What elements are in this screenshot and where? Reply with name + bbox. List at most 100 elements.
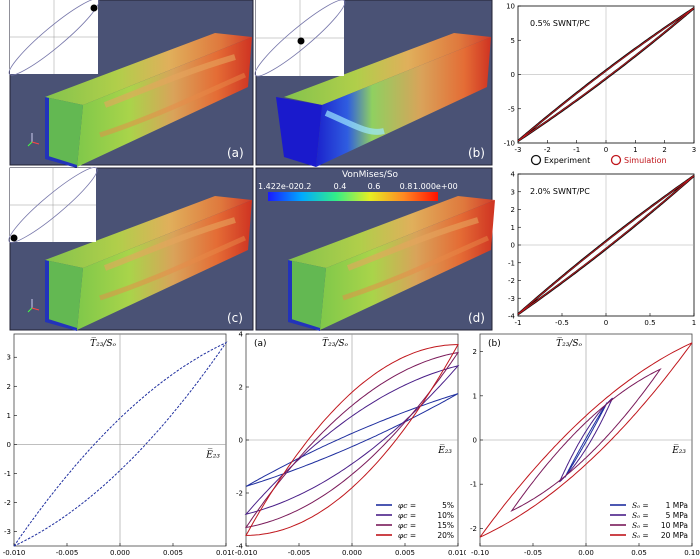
x-axis-label: E̅₂₃ bbox=[205, 449, 220, 461]
colorbar: VonMises/So 1.422e-02 0.2 0.4 0.6 0.8 1.… bbox=[258, 170, 458, 201]
loop-inset-a bbox=[8, 0, 100, 76]
x-tick-label: -1 bbox=[515, 319, 522, 327]
y-axis-label: T̅₂₃/Sₒ bbox=[90, 337, 116, 349]
fem-panel-c: (c) bbox=[8, 167, 253, 331]
legend-marker-simulation bbox=[610, 154, 622, 166]
x-tick-label: 0.005 bbox=[163, 549, 183, 557]
state-marker bbox=[90, 4, 98, 12]
series-line bbox=[244, 364, 460, 516]
x-tick-label: -0.005 bbox=[56, 549, 79, 557]
x-axis-label: E̅₂₃ bbox=[437, 444, 452, 456]
y-tick-label: 1 bbox=[7, 412, 11, 420]
chart-title: 0.5% SWNT/PC bbox=[530, 19, 590, 28]
y-tick-label: 1 bbox=[511, 224, 515, 232]
y-tick-label: -4 bbox=[508, 313, 516, 321]
legend-var: Sₒ = bbox=[632, 511, 649, 520]
y-tick-label: 5 bbox=[511, 37, 515, 45]
x-tick-label: 0.05 bbox=[631, 549, 647, 557]
x-tick-label: -0.05 bbox=[524, 549, 542, 557]
y-tick-label: 4 bbox=[511, 171, 516, 179]
colorbar-tick: 1.422e-02 bbox=[258, 182, 299, 191]
x-tick-label: 1 bbox=[633, 146, 637, 154]
x-tick-label: -0.5 bbox=[555, 319, 569, 327]
legend-value: 5% bbox=[442, 501, 454, 510]
y-axis-label: T̅₂₃/Sₒ bbox=[556, 337, 582, 349]
y-tick-label: 4 bbox=[239, 331, 244, 339]
legend-var: φc = bbox=[398, 511, 416, 520]
y-tick-label: 2 bbox=[473, 348, 477, 356]
loop-inset-c bbox=[8, 167, 98, 243]
state-marker bbox=[10, 234, 18, 242]
chart-title: 2.0% SWNT/PC bbox=[530, 187, 590, 196]
series-line-simulation bbox=[517, 7, 695, 142]
y-tick-label: -1 bbox=[470, 481, 477, 489]
fem-panel-b: (b) bbox=[254, 0, 492, 167]
x-tick-label: 0 bbox=[604, 319, 608, 327]
series-line bbox=[245, 344, 459, 536]
colorbar-tick: 1.000e+00 bbox=[413, 182, 458, 191]
series-line bbox=[13, 341, 228, 547]
y-axis-label: T̅₂₃/Sₒ bbox=[322, 337, 348, 349]
x-tick-label: 2 bbox=[662, 146, 666, 154]
y-tick-label: 3 bbox=[511, 188, 515, 196]
x-tick-label: 0.010 bbox=[448, 549, 466, 557]
x-tick-label: 0 bbox=[604, 146, 608, 154]
chart-hysteresis-phi: -0.010 -0.005 0.000 0.005 0.010 4 2 0 -2 -4 T̅₂₃/S… bbox=[235, 331, 466, 558]
x-tick-label: 0.010 bbox=[216, 549, 234, 557]
x-tick-label: -0.010 bbox=[3, 549, 26, 557]
series-line bbox=[510, 368, 662, 512]
y-tick-label: 0 bbox=[511, 71, 515, 79]
series-line bbox=[559, 397, 613, 483]
x-tick-label: 0.000 bbox=[110, 549, 130, 557]
y-tick-label: 0 bbox=[511, 242, 515, 250]
series-line bbox=[479, 342, 693, 538]
x-tick-label: -1 bbox=[573, 146, 580, 154]
legend-var: φc = bbox=[398, 521, 416, 530]
x-tick-label: -2 bbox=[544, 146, 551, 154]
y-tick-label: 2 bbox=[239, 384, 243, 392]
y-tick-label: 2 bbox=[511, 206, 515, 214]
legend-var: φc = bbox=[398, 531, 416, 540]
legend-marker-experiment bbox=[530, 154, 542, 166]
y-tick-label: -1 bbox=[4, 470, 11, 478]
legend-label: Simulation bbox=[624, 156, 667, 165]
y-tick-label: -2 bbox=[4, 499, 11, 507]
y-tick-label: -3 bbox=[508, 295, 515, 303]
y-tick-label: 0 bbox=[473, 437, 477, 445]
chart-hysteresis-so: -0.10 -0.05 0.00 0.05 0.10 2 1 0 -1 -2 T̅₂₃/Sₒ E̅₂₃… bbox=[470, 333, 700, 557]
state-marker bbox=[297, 37, 305, 45]
panel-label: (b) bbox=[468, 146, 485, 160]
legend-value: 1 MPa bbox=[666, 501, 688, 510]
legend-value: 15% bbox=[437, 521, 454, 530]
legend-label: Experiment bbox=[544, 156, 590, 165]
y-tick-label: -2 bbox=[470, 525, 477, 533]
legend-var: Sₒ = bbox=[632, 501, 649, 510]
x-tick-label: 1 bbox=[692, 319, 696, 327]
x-tick-label: -0.010 bbox=[235, 549, 258, 557]
x-tick-label: 0.5 bbox=[644, 319, 655, 327]
panel-label: (a) bbox=[254, 339, 267, 349]
series-line-simulation bbox=[517, 175, 695, 315]
legend-var: φc = bbox=[398, 501, 416, 510]
x-tick-label: 3 bbox=[692, 146, 696, 154]
legend-value: 20% bbox=[437, 531, 454, 540]
panel-label: (b) bbox=[488, 339, 501, 349]
x-tick-label: -0.005 bbox=[288, 549, 311, 557]
y-tick-label: -5 bbox=[508, 105, 515, 113]
legend-value: 5 MPa bbox=[666, 511, 688, 520]
x-tick-label: 0.10 bbox=[684, 549, 700, 557]
x-tick-label: 0.000 bbox=[342, 549, 362, 557]
y-tick-label: -1 bbox=[508, 259, 515, 267]
fem-panel-a: (a) bbox=[8, 0, 253, 168]
panel-label: (c) bbox=[227, 311, 243, 325]
chart-hysteresis-single: -0.010 -0.005 0.000 0.005 0.010 3 2 1 0 -1 -2 -3 T̅₂… bbox=[3, 333, 234, 557]
colorbar-title: VonMises/So bbox=[342, 170, 399, 180]
x-axis-label: E̅₂₃ bbox=[671, 444, 686, 456]
series-line bbox=[564, 402, 608, 478]
y-tick-label: 0 bbox=[239, 437, 243, 445]
y-tick-label: 0 bbox=[7, 441, 11, 449]
y-tick-label: 1 bbox=[473, 392, 477, 400]
y-tick-label: -3 bbox=[4, 528, 11, 536]
